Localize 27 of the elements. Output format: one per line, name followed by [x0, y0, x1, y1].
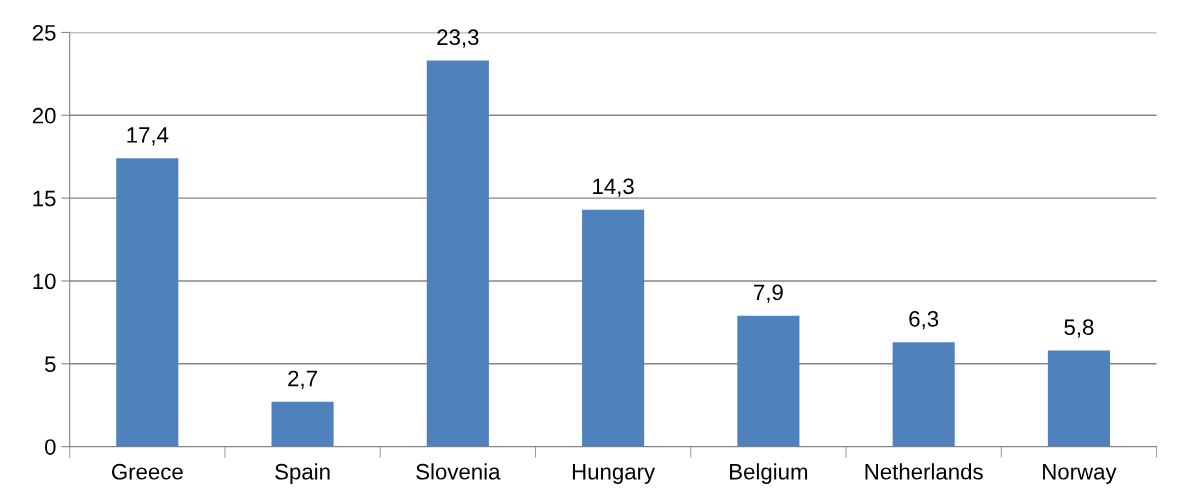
y-tick-label: 20	[32, 107, 56, 124]
bar	[582, 209, 645, 447]
x-tick-label: Spain	[275, 463, 330, 484]
bar	[271, 401, 334, 447]
x-tick-label: Greece	[111, 463, 183, 480]
y-tick-label: 5	[44, 356, 56, 373]
data-label: 14,3	[593, 178, 634, 197]
x-tick-label: Hungary	[572, 464, 656, 484]
y-tick-label: 25	[32, 24, 56, 41]
data-label: 5,8	[1064, 319, 1094, 338]
x-tick-label: Netherlands	[865, 463, 983, 480]
bar	[737, 315, 800, 447]
data-label: 2,7	[288, 370, 317, 389]
y-tick-label: 0	[44, 439, 56, 455]
y-tick-label: 15	[33, 190, 56, 207]
x-tick-label: Norway	[1043, 464, 1117, 484]
bar	[892, 342, 955, 447]
bar	[116, 158, 179, 447]
data-label: 17,4	[127, 127, 169, 146]
y-tick-label: 10	[33, 273, 56, 290]
bar	[1047, 350, 1110, 447]
x-tick-label: Belgium	[730, 463, 808, 484]
data-label: 6,3	[909, 310, 939, 330]
x-tick-label: Slovenia	[416, 463, 501, 480]
data-label: 7,9	[754, 284, 783, 303]
data-label: 23,3	[437, 29, 479, 48]
bar	[426, 60, 489, 447]
